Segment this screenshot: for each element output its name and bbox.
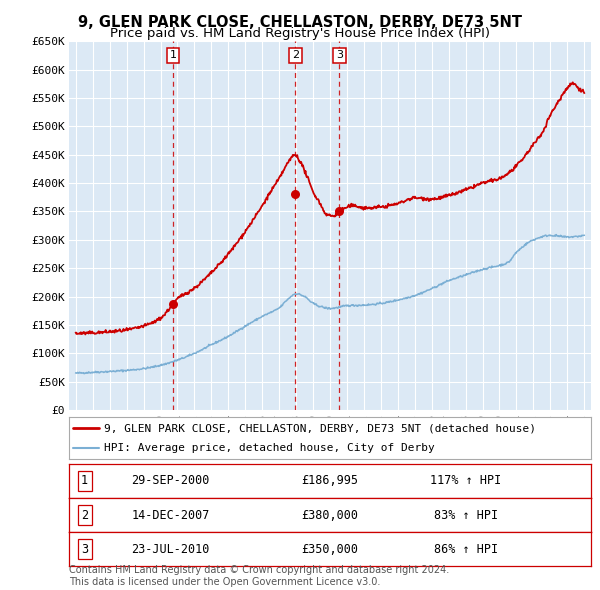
Text: 1: 1 bbox=[170, 51, 176, 61]
Text: 29-SEP-2000: 29-SEP-2000 bbox=[131, 474, 210, 487]
Text: 3: 3 bbox=[336, 51, 343, 61]
Text: HPI: Average price, detached house, City of Derby: HPI: Average price, detached house, City… bbox=[104, 444, 435, 453]
Text: 2: 2 bbox=[292, 51, 299, 61]
Text: Price paid vs. HM Land Registry's House Price Index (HPI): Price paid vs. HM Land Registry's House … bbox=[110, 27, 490, 40]
Text: 14-DEC-2007: 14-DEC-2007 bbox=[131, 509, 210, 522]
Text: £350,000: £350,000 bbox=[302, 543, 359, 556]
Text: 2: 2 bbox=[81, 509, 88, 522]
Text: £380,000: £380,000 bbox=[302, 509, 359, 522]
Text: 3: 3 bbox=[81, 543, 88, 556]
Text: 86% ↑ HPI: 86% ↑ HPI bbox=[434, 543, 498, 556]
Text: 1: 1 bbox=[81, 474, 88, 487]
Text: Contains HM Land Registry data © Crown copyright and database right 2024.
This d: Contains HM Land Registry data © Crown c… bbox=[69, 565, 449, 587]
Text: 117% ↑ HPI: 117% ↑ HPI bbox=[430, 474, 502, 487]
Text: 83% ↑ HPI: 83% ↑ HPI bbox=[434, 509, 498, 522]
Text: 9, GLEN PARK CLOSE, CHELLASTON, DERBY, DE73 5NT (detached house): 9, GLEN PARK CLOSE, CHELLASTON, DERBY, D… bbox=[104, 424, 536, 434]
Text: 9, GLEN PARK CLOSE, CHELLASTON, DERBY, DE73 5NT: 9, GLEN PARK CLOSE, CHELLASTON, DERBY, D… bbox=[78, 15, 522, 30]
Text: 23-JUL-2010: 23-JUL-2010 bbox=[131, 543, 210, 556]
Text: £186,995: £186,995 bbox=[302, 474, 359, 487]
